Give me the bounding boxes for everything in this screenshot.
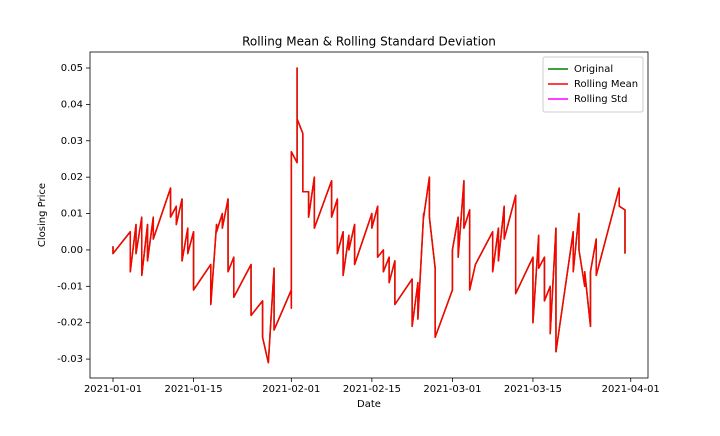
y-tick-label: 0.01 <box>61 209 83 220</box>
y-tick-label: 0.03 <box>61 136 83 147</box>
plot-frame <box>89 51 649 379</box>
x-tick-label: 2021-03-01 <box>423 384 481 395</box>
x-tick-label: 2021-02-01 <box>262 384 320 395</box>
y-tick-label: 0.04 <box>61 99 83 110</box>
y-tick-label: -0.03 <box>57 354 83 365</box>
y-axis-label: Closing Price <box>37 183 48 247</box>
x-tick-label: 2021-01-15 <box>164 384 222 395</box>
legend-label: Rolling Std <box>574 94 627 105</box>
legend-label: Original <box>574 64 613 75</box>
y-tick-label: 0.00 <box>61 245 83 256</box>
y-tick-label: 0.02 <box>61 172 83 183</box>
x-tick-label: 2021-04-01 <box>602 384 660 395</box>
x-tick-label: 2021-02-15 <box>343 384 401 395</box>
x-tick-label: 2021-01-01 <box>84 384 142 395</box>
x-tick-label: 2021-03-15 <box>504 384 562 395</box>
legend-label: Rolling Mean <box>574 79 638 90</box>
y-tick-label: 0.05 <box>61 63 83 74</box>
chart-title: Rolling Mean & Rolling Standard Deviatio… <box>242 35 496 49</box>
y-tick-label: -0.01 <box>57 281 83 292</box>
y-tick-label: -0.02 <box>57 318 83 329</box>
x-axis-label: Date <box>357 399 381 410</box>
data-line <box>112 67 626 364</box>
